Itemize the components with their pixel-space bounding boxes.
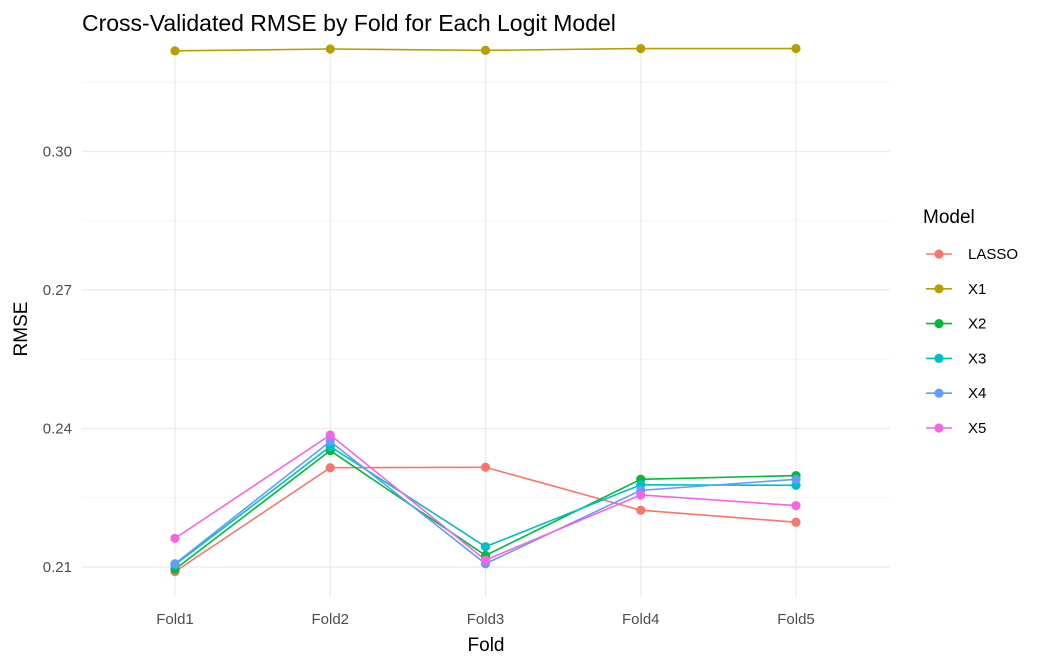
legend-key-point (934, 319, 944, 329)
legend-item-x3: X3 (926, 350, 986, 367)
data-point-lasso-3 (480, 462, 491, 472)
data-point-x5-5 (791, 500, 801, 511)
legend-title: Model (923, 207, 975, 228)
y-tick-label: 0.27 (43, 282, 72, 299)
legend-label: X2 (968, 316, 986, 333)
data-point-x4-1 (170, 559, 180, 569)
x-axis-title: Fold (468, 635, 505, 656)
data-point-x1-4 (636, 43, 646, 54)
legend-key-point (934, 249, 944, 259)
y-tick-label: 0.21 (43, 559, 72, 576)
legend-item-x1: X1 (926, 281, 986, 298)
legend-items: LASSO X1 X2 X3 X4 X5 (926, 246, 1018, 437)
data-point-x4-2 (325, 436, 335, 447)
x-tick-label: Fold4 (622, 611, 660, 628)
data-point-x5-3 (480, 555, 491, 565)
data-point-lasso-5 (791, 517, 801, 527)
grid (82, 43, 890, 597)
x-tick-label: Fold5 (777, 611, 815, 628)
y-tick-label: 0.24 (43, 420, 72, 437)
data-point-lasso-4 (636, 505, 646, 515)
x-tick-labels: Fold1 Fold2 Fold3 Fold4 Fold5 (156, 611, 815, 628)
data-point-x3-3 (480, 542, 491, 552)
data-point-x1-2 (325, 44, 335, 54)
legend-key-point (934, 388, 944, 398)
legend-item-lasso: LASSO (926, 246, 1018, 263)
data-point-x5-1 (170, 533, 180, 543)
data-point-x1-1 (170, 46, 180, 56)
legend-item-x5: X5 (926, 420, 986, 437)
data-point-lasso-2 (325, 463, 335, 473)
legend: Model LASSO X1 X2 X3 X4 X5 (923, 207, 1018, 437)
series-points (170, 43, 801, 577)
y-axis-title: RMSE (11, 302, 32, 357)
legend-label: X1 (968, 281, 986, 298)
legend-key-point (934, 284, 944, 294)
chart-title: Cross-Validated RMSE by Fold for Each Lo… (82, 10, 616, 36)
data-point-x5-2 (325, 430, 335, 440)
legend-key-point (934, 423, 944, 433)
legend-item-x2: X2 (926, 316, 986, 333)
data-point-x1-5 (791, 43, 801, 54)
data-point-x5-4 (636, 490, 646, 500)
y-tick-label: 0.30 (43, 143, 72, 160)
x-tick-label: Fold2 (311, 611, 349, 628)
data-point-x4-5 (791, 474, 801, 484)
x-tick-label: Fold3 (467, 611, 505, 628)
x-tick-label: Fold1 (156, 611, 194, 628)
legend-label: X3 (968, 350, 986, 367)
legend-item-x4: X4 (926, 385, 986, 402)
legend-label: X5 (968, 420, 986, 437)
legend-key-point (934, 353, 944, 363)
legend-label: X4 (968, 385, 986, 402)
data-point-x1-3 (480, 45, 491, 55)
legend-label: LASSO (968, 246, 1018, 263)
y-tick-labels: 0.21 0.24 0.27 0.30 (43, 143, 72, 575)
